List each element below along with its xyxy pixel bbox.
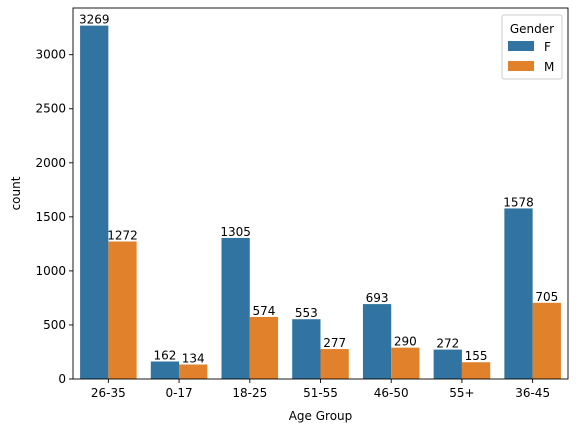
bar-F-36-45 bbox=[504, 208, 533, 379]
y-tick-label: 500 bbox=[43, 318, 66, 332]
bar-F-51-55 bbox=[292, 319, 321, 379]
data-label-M-0-17: 134 bbox=[182, 352, 205, 366]
legend: Gender FM bbox=[501, 14, 563, 80]
data-label-M-26-35: 1272 bbox=[107, 228, 138, 242]
bar-M-0-17 bbox=[179, 364, 208, 379]
data-label-F-0-17: 162 bbox=[153, 348, 176, 362]
bar-M-46-50 bbox=[391, 347, 420, 379]
legend-title: Gender bbox=[510, 22, 554, 36]
x-axis-ticks: 26-35 0-17 18-25 51-55 46-50 55+ 36-45 bbox=[91, 379, 550, 400]
x-tick-label: 18-25 bbox=[232, 386, 267, 400]
legend-swatch-F bbox=[508, 41, 534, 51]
y-axis-ticks: 0 500 1000 1500 2000 2500 3000 bbox=[35, 48, 73, 386]
data-label-F-36-45: 1578 bbox=[503, 195, 534, 209]
x-tick-label: 36-45 bbox=[515, 386, 550, 400]
data-label-M-18-25: 574 bbox=[252, 304, 275, 318]
bar-M-26-35 bbox=[108, 241, 137, 379]
bar-F-26-35 bbox=[80, 25, 109, 380]
x-tick-label: 0-17 bbox=[165, 386, 192, 400]
bar-M-36-45 bbox=[532, 302, 561, 379]
data-label-F-18-25: 1305 bbox=[220, 225, 251, 239]
data-label-M-51-55: 277 bbox=[323, 336, 346, 350]
legend-label-M: M bbox=[544, 60, 554, 74]
data-label-F-55+: 272 bbox=[436, 337, 459, 351]
bar-F-0-17 bbox=[150, 361, 180, 379]
data-labels-group: 3269 162 1305 553 693 272 1578 1272 134 574 277 290… bbox=[79, 13, 558, 366]
data-label-M-36-45: 705 bbox=[535, 290, 558, 304]
bar-M-55+ bbox=[461, 362, 491, 379]
data-label-F-51-55: 553 bbox=[295, 306, 318, 320]
y-tick-label: 3000 bbox=[35, 48, 66, 62]
legend-swatch-M bbox=[508, 61, 534, 71]
bar-F-55+ bbox=[433, 349, 462, 379]
bar-F-46-50 bbox=[362, 304, 392, 379]
legend-label-F: F bbox=[544, 40, 551, 54]
data-label-M-55+: 155 bbox=[465, 349, 488, 363]
y-tick-label: 2000 bbox=[35, 156, 66, 170]
bar-M-18-25 bbox=[249, 316, 279, 379]
x-tick-label: 51-55 bbox=[303, 386, 338, 400]
x-tick-label: 26-35 bbox=[91, 386, 126, 400]
data-label-F-26-35: 3269 bbox=[79, 13, 110, 27]
bar-M-51-55 bbox=[320, 349, 349, 379]
y-tick-label: 0 bbox=[58, 372, 66, 386]
x-tick-label: 46-50 bbox=[374, 386, 409, 400]
y-axis-label: count bbox=[9, 176, 23, 210]
legend-entries: FM bbox=[508, 40, 554, 74]
bars-group bbox=[80, 25, 561, 380]
y-tick-label: 2500 bbox=[35, 102, 66, 116]
data-label-M-46-50: 290 bbox=[394, 335, 417, 349]
x-tick-label: 55+ bbox=[449, 386, 474, 400]
y-tick-label: 1500 bbox=[35, 210, 66, 224]
bar-F-18-25 bbox=[221, 237, 250, 379]
x-axis-label: Age Group bbox=[289, 409, 353, 423]
data-label-F-46-50: 693 bbox=[366, 291, 389, 305]
y-tick-label: 1000 bbox=[35, 264, 66, 278]
